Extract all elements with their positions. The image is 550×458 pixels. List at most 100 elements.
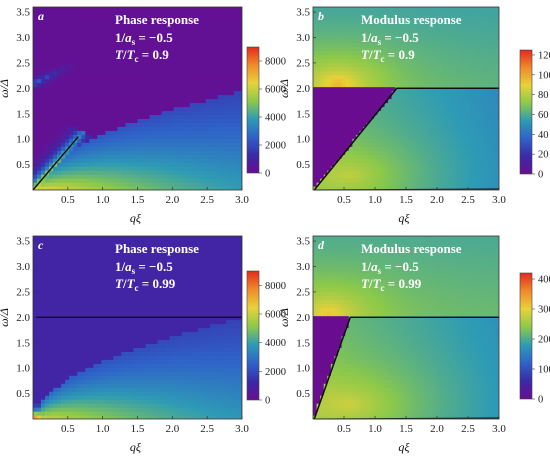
heatmap-cell: [113, 122, 118, 127]
heatmap-cell: [197, 122, 203, 127]
heatmap-cell: [431, 42, 436, 48]
heatmap-cell: [137, 90, 143, 96]
heatmap-cell: [85, 138, 90, 143]
heatmap-cell: [434, 130, 439, 135]
heatmap-cell: [352, 46, 357, 52]
heatmap-cell: [431, 14, 436, 20]
heatmap-cell: [338, 18, 343, 24]
heatmap-cell: [355, 130, 361, 135]
heatmap-cell: [157, 78, 163, 84]
heatmap-cell: [81, 30, 86, 36]
heatmap-cell: [109, 166, 114, 171]
heatmap-cell: [434, 38, 439, 44]
heatmap-cell: [77, 98, 82, 104]
heatmap-cell: [380, 178, 386, 183]
heatmap-cell: [149, 170, 155, 175]
heatmap-cell: [49, 98, 54, 104]
heatmap-cell: [181, 106, 187, 112]
heatmap-cell: [363, 162, 368, 167]
heatmap-cell: [197, 162, 203, 167]
heatmap-cell: [61, 110, 66, 116]
heatmap-cell: [330, 7, 336, 12]
heatmap-cell: [105, 38, 110, 44]
heatmap-cell: [181, 174, 187, 179]
heatmap-cell: [89, 138, 94, 143]
heatmap-cell: [117, 22, 123, 28]
heatmap-cell: [221, 106, 227, 112]
heatmap-cell: [488, 102, 493, 108]
heatmap-cell: [125, 162, 131, 167]
heatmap-cell: [145, 130, 151, 135]
heatmap-cell: [463, 66, 468, 72]
heatmap-cell: [113, 90, 118, 96]
heatmap-cell: [189, 110, 195, 116]
heatmap-cell: [37, 114, 42, 119]
heatmap-cell: [129, 34, 135, 40]
heatmap-cell: [217, 106, 223, 112]
heatmap-cell: [141, 122, 147, 127]
heatmap-cell: [384, 114, 389, 119]
heatmap-cell: [477, 26, 482, 32]
heatmap-cell: [89, 126, 94, 131]
heatmap-cell: [373, 66, 378, 72]
heatmap-cell: [420, 62, 425, 68]
heatmap-cell: [488, 46, 493, 52]
heatmap-cell: [97, 58, 102, 64]
heatmap-cell: [448, 30, 454, 36]
heatmap-cell: [189, 10, 195, 16]
heatmap-cell: [129, 86, 135, 92]
heatmap-cell: [237, 10, 242, 16]
heatmap-cell: [413, 38, 418, 44]
heatmap-cell: [420, 42, 425, 48]
heatmap-cell: [145, 26, 151, 32]
heatmap-cell: [41, 415, 46, 419]
heatmap-cell: [69, 46, 74, 52]
heatmap-cell: [491, 34, 497, 40]
heatmap-cell: [398, 106, 404, 112]
heatmap-cell: [456, 74, 461, 80]
heatmap-cell: [177, 98, 183, 104]
heatmap-cell: [145, 186, 151, 190]
heatmap-cell: [33, 371, 38, 376]
heatmap-cell: [431, 70, 436, 76]
heatmap-cell: [77, 22, 82, 28]
heatmap-cell: [323, 162, 328, 167]
heatmap-cell: [388, 22, 393, 28]
heatmap-cell: [133, 90, 139, 96]
heatmap-cell: [109, 174, 114, 179]
heatmap-cell: [416, 14, 421, 20]
heatmap-cell: [431, 146, 436, 151]
heatmap-cell: [221, 166, 227, 171]
heatmap-cell: [45, 70, 50, 76]
heatmap-cell: [395, 14, 400, 20]
heatmap-cell: [363, 70, 368, 76]
heatmap-cell: [330, 34, 336, 40]
heatmap-cell: [488, 182, 493, 187]
heatmap-cell: [233, 138, 239, 143]
heatmap-cell: [97, 90, 102, 96]
heatmap-cell: [233, 86, 239, 92]
heatmap-cell: [221, 14, 227, 20]
heatmap-cell: [197, 86, 203, 92]
heatmap-cell: [484, 54, 489, 60]
heatmap-cell: [420, 14, 425, 20]
heatmap-cell: [359, 138, 364, 143]
heatmap-c: [33, 236, 242, 419]
heatmap-cell: [470, 10, 475, 16]
heatmap-cell: [181, 70, 187, 76]
heatmap-cell: [330, 90, 336, 96]
heatmap-cell: [225, 42, 231, 48]
heatmap-cell: [320, 14, 325, 20]
heatmap-cell: [470, 30, 475, 36]
heatmap-cell: [153, 162, 159, 167]
heatmap-cell: [338, 158, 343, 163]
heatmap-cell: [133, 94, 139, 100]
heatmap-cell: [205, 46, 211, 52]
heatmap-cell: [177, 34, 183, 40]
heatmap-cell: [213, 94, 219, 100]
heatmap-cell: [197, 46, 203, 52]
heatmap-cell: [438, 7, 443, 12]
heatmap-cell: [117, 146, 123, 151]
heatmap-cell: [177, 58, 183, 64]
heatmap-cell: [495, 174, 499, 179]
